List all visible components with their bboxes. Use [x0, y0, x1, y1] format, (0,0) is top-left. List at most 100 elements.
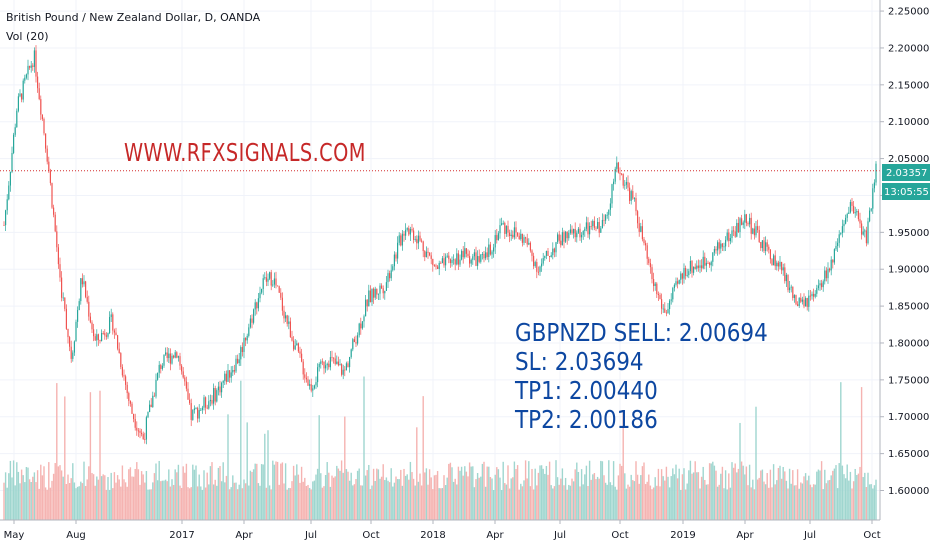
candle-body — [371, 288, 373, 303]
volume-bar — [820, 461, 823, 520]
volume-bar — [601, 461, 604, 520]
volume-bar — [475, 479, 477, 520]
volume-bar — [201, 489, 204, 520]
volume-bar — [222, 462, 224, 520]
volume-bar — [467, 476, 469, 520]
volume-bar — [118, 479, 120, 520]
volume-bar — [859, 466, 861, 520]
volume-bar — [268, 485, 271, 520]
candle-body — [721, 243, 723, 247]
candle-body — [233, 370, 235, 372]
volume-bar — [256, 463, 258, 520]
volume-bar — [88, 466, 90, 520]
candle-body — [499, 225, 501, 234]
candle-body — [96, 334, 98, 341]
candle-body — [803, 299, 805, 307]
volume-bar — [374, 480, 376, 520]
volume-bar — [620, 465, 623, 520]
candle-body — [617, 162, 619, 173]
volume-bar — [329, 486, 332, 520]
volume-bar — [369, 489, 372, 520]
candle-body — [281, 297, 283, 311]
candle-body — [321, 361, 323, 363]
candle-body — [757, 226, 759, 230]
candle-body — [349, 357, 351, 368]
volume-bar — [787, 488, 789, 520]
candle-body — [301, 353, 303, 362]
volume-bar — [697, 472, 700, 520]
candle-body — [160, 364, 162, 369]
volume-bar — [766, 473, 768, 520]
volume-bar — [393, 482, 396, 520]
volume-bar — [544, 473, 546, 520]
volume-bar — [337, 468, 340, 520]
candle-body — [693, 266, 695, 273]
candle-body — [395, 254, 397, 259]
candle-body — [129, 400, 131, 404]
volume-bar — [622, 410, 624, 520]
volume-bar — [528, 461, 530, 520]
candle-body — [374, 288, 376, 298]
candle-body — [363, 316, 365, 322]
volume-bar — [720, 473, 722, 520]
volume-bar — [656, 485, 658, 520]
candle-body — [641, 226, 643, 240]
volume-bar — [568, 484, 570, 520]
y-tick-label: 2.15000 — [888, 80, 929, 91]
candle-body — [337, 361, 339, 366]
volume-bar — [420, 485, 423, 520]
volume-bar — [414, 485, 416, 520]
volume-bar — [100, 476, 103, 520]
candle-body — [93, 329, 95, 337]
candle-body — [741, 218, 743, 225]
candle-body — [806, 298, 808, 307]
candle-body — [264, 277, 266, 279]
volume-bar — [510, 478, 512, 520]
candle-body — [657, 294, 659, 296]
candle-body — [581, 234, 583, 238]
volume-bar — [96, 476, 98, 520]
candle-body — [177, 356, 179, 358]
volume-bar — [260, 464, 263, 520]
candle-body — [481, 254, 483, 255]
volume-bar — [854, 468, 856, 520]
volume-bar — [700, 476, 703, 520]
volume-bar — [502, 461, 504, 520]
x-tick-label: Apr — [235, 530, 253, 541]
candle-body — [814, 293, 816, 297]
volume-bar — [360, 485, 362, 520]
candle-body — [493, 247, 495, 252]
candle-body — [113, 330, 115, 333]
candle-body — [112, 314, 114, 331]
candle-body — [270, 272, 272, 286]
candle-body — [221, 382, 223, 393]
volume-bar — [507, 465, 509, 520]
volume-bar — [232, 475, 234, 520]
volume-bar — [464, 466, 466, 520]
volume-bar — [105, 489, 108, 520]
countdown-label: 13:05:55 — [884, 187, 929, 198]
candle-body — [46, 148, 48, 162]
candle-body — [813, 293, 815, 297]
time-axis[interactable]: May Aug 2017 Apr Jul Oct 2018 Apr Jul Oct 2019 Apr J… — [4, 520, 881, 541]
candle-body — [702, 256, 704, 269]
volume-bar — [40, 464, 42, 520]
candle-body — [574, 228, 576, 238]
candle-body — [297, 343, 299, 352]
volume-bar — [206, 472, 208, 520]
volume-bar — [108, 489, 111, 520]
candle-body — [133, 413, 135, 419]
volume-bar — [294, 475, 296, 520]
volume-bar — [667, 476, 669, 520]
x-tick-label: Jul — [803, 530, 816, 541]
y-tick-label: 2.05000 — [888, 154, 929, 165]
candle-body — [816, 288, 818, 294]
volume-bar — [380, 476, 383, 520]
volume-bar — [640, 475, 642, 520]
volume-bar — [857, 473, 860, 520]
candle-body — [104, 333, 106, 336]
volume-bar — [156, 480, 159, 520]
volume-bar — [689, 460, 692, 520]
volume-bar — [316, 468, 319, 520]
